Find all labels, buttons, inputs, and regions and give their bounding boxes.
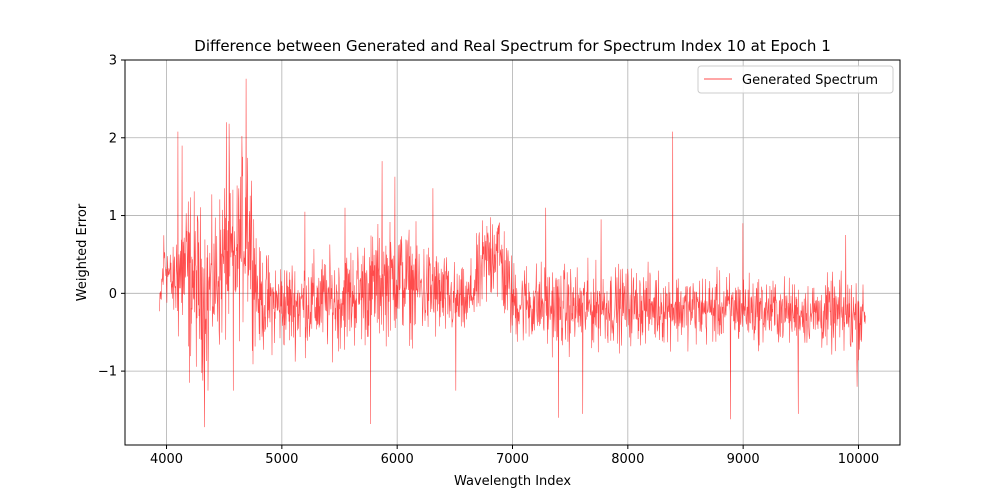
x-axis: 4000 5000 6000 7000 8000 9000 10000 [150,445,879,467]
legend-label-generated-spectrum: Generated Spectrum [742,73,878,88]
legend: Generated Spectrum [697,65,894,94]
y-tick-label: 0 [109,287,117,302]
x-tick-label: 5000 [265,452,298,467]
legend-box [697,65,894,94]
x-tick-label: 9000 [727,452,760,467]
y-tick-label: 2 [109,131,117,146]
series-generated-spectrum [159,78,866,428]
x-tick-label: 7000 [496,452,529,467]
x-tick-label: 4000 [150,452,183,467]
chart-title: Difference between Generated and Real Sp… [194,37,830,55]
y-axis-label: Weighted Error [75,203,90,301]
x-tick-label: 6000 [381,452,414,467]
y-axis: −1 0 1 2 3 [98,54,125,380]
y-tick-label: 1 [109,209,117,224]
x-axis-label: Wavelength Index [454,474,571,489]
x-tick-label: 10000 [838,452,879,467]
y-tick-label: 3 [109,54,117,69]
x-tick-label: 8000 [611,452,644,467]
generated-spectrum-line [159,78,866,428]
y-tick-label: −1 [98,365,117,380]
